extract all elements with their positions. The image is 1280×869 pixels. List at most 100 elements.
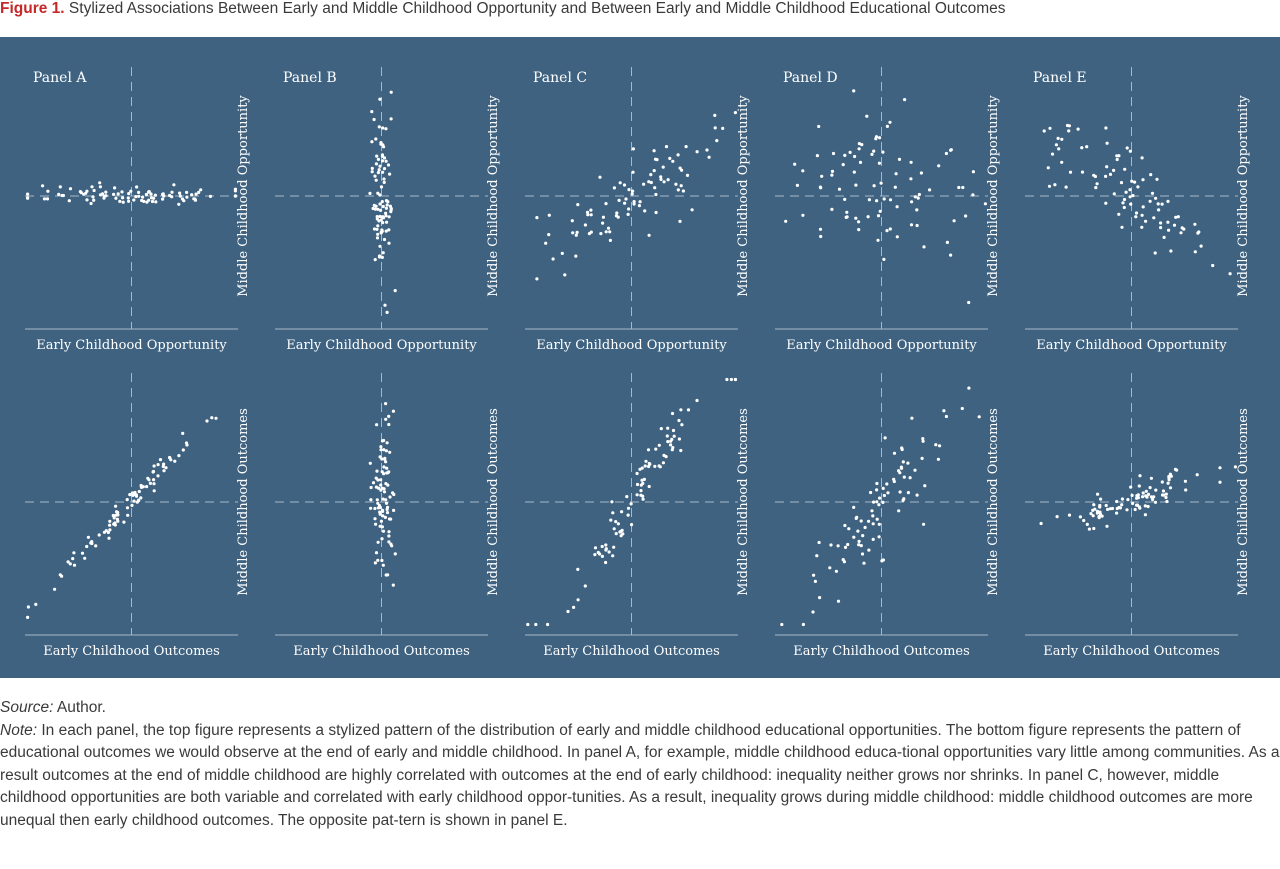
data-point: [593, 553, 597, 557]
data-point: [385, 511, 390, 515]
data-point: [382, 472, 386, 476]
data-point: [819, 234, 823, 239]
data-point: [713, 113, 717, 117]
data-point: [971, 193, 975, 197]
data-point: [883, 436, 887, 440]
data-point: [909, 223, 914, 227]
data-point: [381, 497, 385, 501]
data-point: [1130, 179, 1134, 183]
data-point: [1128, 149, 1132, 153]
data-point: [1233, 465, 1237, 469]
source-label: Source:: [0, 699, 54, 716]
data-point: [670, 411, 675, 416]
data-point: [92, 198, 96, 202]
data-point: [108, 519, 112, 523]
data-point: [915, 208, 919, 212]
data-point: [1065, 123, 1070, 128]
data-point: [389, 542, 393, 546]
data-point: [589, 213, 593, 217]
data-point: [379, 519, 383, 523]
data-point: [830, 207, 834, 211]
data-point: [1105, 141, 1109, 145]
data-point: [908, 476, 912, 480]
data-point: [384, 214, 388, 218]
data-point: [376, 501, 380, 505]
data-point: [622, 183, 627, 187]
data-point: [679, 448, 683, 453]
data-point: [576, 598, 580, 602]
x-axis-label: Early Childhood Outcomes: [1043, 644, 1220, 659]
data-point: [181, 448, 185, 452]
data-point: [1104, 174, 1108, 178]
x-axis-label: Early Childhood Opportunity: [286, 338, 477, 353]
data-point: [384, 449, 388, 453]
data-point: [657, 443, 661, 447]
data-point: [637, 204, 642, 208]
data-point: [920, 456, 924, 460]
data-point: [635, 493, 639, 497]
data-point: [834, 569, 839, 573]
data-point: [923, 484, 927, 488]
data-point: [1179, 231, 1183, 235]
data-point: [1091, 514, 1095, 518]
data-point: [378, 193, 382, 197]
data-point: [385, 507, 389, 511]
data-point: [393, 289, 397, 293]
data-point: [382, 487, 386, 491]
data-point: [1129, 485, 1133, 489]
data-point: [385, 466, 389, 470]
data-point: [381, 529, 386, 533]
data-point: [374, 162, 378, 166]
data-point: [1140, 225, 1144, 229]
data-point: [376, 558, 380, 562]
data-point: [643, 464, 647, 468]
data-point: [870, 152, 874, 156]
data-point: [1105, 165, 1109, 169]
data-point: [78, 190, 82, 194]
data-point: [881, 500, 885, 504]
data-point: [801, 169, 805, 173]
data-point: [152, 489, 156, 493]
data-point: [629, 502, 633, 506]
data-point: [600, 544, 604, 549]
data-point: [1167, 475, 1171, 479]
data-point: [190, 193, 194, 197]
data-point: [676, 153, 680, 157]
data-point: [615, 211, 619, 215]
data-point: [389, 210, 393, 214]
data-point: [80, 551, 85, 555]
data-point: [919, 171, 924, 175]
data-point: [961, 185, 965, 190]
data-point: [587, 232, 592, 236]
data-point: [46, 189, 50, 193]
data-point: [627, 207, 631, 211]
data-point: [387, 215, 391, 219]
data-point: [383, 303, 387, 307]
data-point: [379, 185, 384, 189]
data-point: [872, 184, 876, 188]
data-point: [145, 485, 149, 489]
data-point: [115, 517, 119, 521]
data-point: [383, 457, 387, 461]
data-point: [384, 206, 388, 210]
data-point: [534, 622, 538, 627]
data-point: [674, 182, 678, 186]
data-point: [384, 229, 388, 233]
data-point: [116, 192, 120, 196]
data-point: [125, 498, 129, 502]
data-point: [875, 500, 879, 504]
data-point: [830, 173, 834, 177]
data-point: [370, 170, 374, 174]
data-point: [377, 254, 382, 258]
data-point: [897, 509, 901, 513]
data-point: [130, 491, 134, 495]
x-axis-label: Early Childhood Opportunity: [1036, 338, 1227, 353]
data-point: [152, 464, 156, 468]
data-point: [108, 528, 112, 532]
data-point: [913, 468, 917, 472]
data-point: [892, 477, 896, 481]
data-point: [102, 196, 106, 200]
x-axis-label: Early Childhood Outcomes: [543, 644, 720, 659]
data-point: [68, 562, 72, 566]
data-point: [1228, 272, 1232, 276]
